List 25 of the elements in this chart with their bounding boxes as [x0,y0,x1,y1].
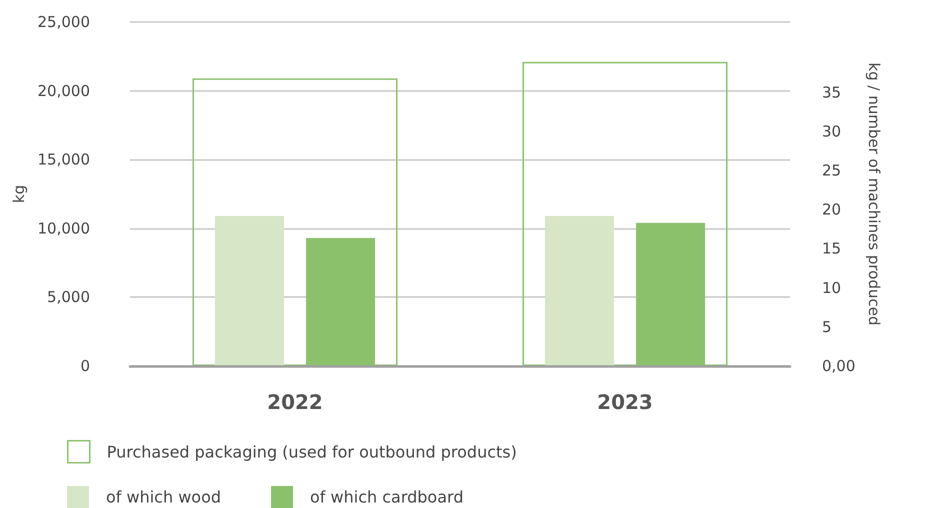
y2-tick-label: 10 [822,278,842,297]
y2-tick-label: 25 [822,162,842,180]
bar [192,78,398,366]
y2-tick-label: 30 [822,122,842,140]
y-tick-label: 25,000 [38,13,90,31]
y2-tick-label: 15 [822,240,842,258]
y2-tick-label: 20 [822,200,842,219]
y-axis-title: kg [10,184,28,204]
legend-label: of which cardboard [310,488,464,506]
y2-tick-label: 0,00 [822,357,856,375]
y-tick-label: 15,000 [38,150,90,169]
y2-axis-title: kg / number of machines produced [864,62,883,326]
x-tick-label: 2023 [597,390,653,414]
bar [544,216,614,366]
y2-tick-label: 5 [822,318,832,336]
legend-label: of which wood [106,488,222,506]
y2-tick-label: 35 [822,83,842,102]
legend-label: Purchased packaging (used for outbound products) [106,442,517,462]
y-tick-label: 20,000 [38,82,90,100]
bar [522,62,728,366]
y-tick-label: 10,000 [38,219,90,238]
x-tick-label: 2022 [267,390,323,414]
bar [214,216,284,366]
y-tick-label: 5,000 [47,288,90,306]
y-tick-label: 0 [80,357,90,375]
